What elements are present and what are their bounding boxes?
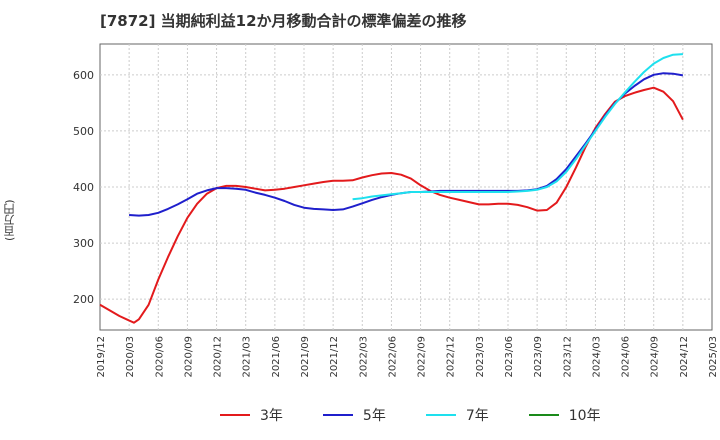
x-tick-label: 2023/09 bbox=[533, 336, 544, 378]
legend-label-7y: 7年 bbox=[465, 408, 489, 424]
x-tick-label: 2020/12 bbox=[213, 336, 224, 378]
legend-item-3y: 3年 bbox=[220, 405, 283, 425]
y-tick-label: 300 bbox=[73, 237, 94, 250]
x-tick-label: 2022/06 bbox=[387, 336, 398, 378]
x-tick-label: 2022/12 bbox=[446, 336, 457, 378]
x-tick-label: 2024/12 bbox=[679, 336, 690, 378]
legend: 3年 5年 7年 10年 bbox=[220, 404, 601, 426]
x-tick-label: 2022/03 bbox=[358, 336, 369, 378]
x-tick-label: 2023/03 bbox=[475, 336, 486, 378]
x-tick-label: 2021/09 bbox=[300, 336, 311, 378]
y-tick-label: 500 bbox=[73, 125, 94, 138]
legend-swatch-5y bbox=[322, 414, 353, 416]
series-3y-line bbox=[99, 86, 684, 324]
legend-label-10y: 10年 bbox=[568, 408, 601, 424]
x-tick-label: 2020/03 bbox=[125, 336, 136, 378]
x-tick-label: 2021/03 bbox=[242, 336, 253, 378]
legend-item-7y: 7年 bbox=[425, 405, 489, 425]
x-tick-label: 2023/06 bbox=[504, 336, 515, 378]
x-tick-label: 2024/06 bbox=[621, 336, 632, 378]
legend-item-10y: 10年 bbox=[528, 405, 601, 425]
series-5y-line bbox=[129, 72, 684, 217]
legend-label-3y: 3年 bbox=[260, 408, 283, 424]
y-tick-label: 200 bbox=[73, 293, 94, 306]
y-tick-label: 400 bbox=[73, 181, 94, 194]
x-tick-label: 2022/09 bbox=[417, 336, 428, 378]
chart-title: [7872] 当期純利益12か月移動合計の標準偏差の推移 bbox=[100, 12, 467, 30]
x-tick-label: 2024/09 bbox=[650, 336, 661, 378]
series-7y-line bbox=[352, 53, 683, 201]
x-tick-label: 2021/12 bbox=[329, 336, 340, 378]
legend-swatch-3y bbox=[220, 414, 250, 416]
x-tick-label: 2020/06 bbox=[154, 336, 165, 378]
legend-label-5y: 5年 bbox=[362, 408, 386, 424]
legend-swatch-7y bbox=[425, 414, 456, 416]
x-tick-label: 2020/09 bbox=[183, 336, 194, 378]
x-tick-label: 2025/03 bbox=[708, 336, 719, 378]
legend-swatch-10y bbox=[528, 414, 559, 416]
y-tick-label: 600 bbox=[73, 69, 94, 82]
x-tick-label: 2019/12 bbox=[96, 336, 107, 378]
x-tick-label: 2023/12 bbox=[562, 336, 573, 378]
x-tick-label: 2024/03 bbox=[591, 336, 602, 378]
x-tick-label: 2021/06 bbox=[271, 336, 282, 378]
legend-item-5y: 5年 bbox=[322, 405, 386, 425]
